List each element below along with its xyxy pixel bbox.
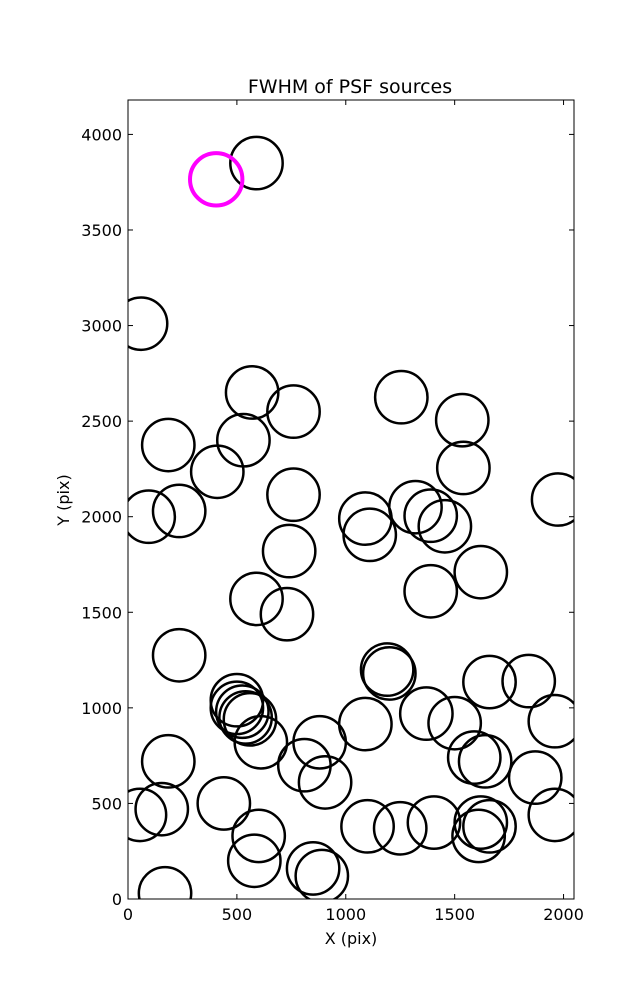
- psf-source-marker: [527, 693, 574, 749]
- psf-source-marker: [406, 795, 462, 850]
- psf-source-marker: [285, 840, 341, 896]
- psf-source-marker: [403, 488, 459, 544]
- plot-frame: [127, 99, 575, 900]
- x-tick-label: 500: [222, 905, 253, 924]
- psf-source-marker: [229, 571, 284, 627]
- psf-source-marker: [297, 754, 353, 810]
- psf-source-marker: [276, 737, 332, 793]
- psf-source-marker: [398, 686, 454, 742]
- psf-source-marker: [231, 808, 287, 864]
- psf-source-marker: [501, 653, 557, 709]
- psf-source-marker: [453, 795, 509, 850]
- y-tick-label: 2000: [81, 508, 122, 527]
- psf-source-marker: [222, 691, 278, 747]
- psf-source-marker: [229, 135, 284, 191]
- y-axis: 0 500 1000 1500 2000 2500 3000 3500 4000: [81, 125, 574, 909]
- psf-source-marker: [140, 417, 196, 473]
- x-tick-label: 2000: [543, 905, 584, 924]
- psf-source-marker: [403, 563, 459, 619]
- psf-source-marker: [417, 498, 473, 554]
- psf-source-marker: [134, 781, 190, 837]
- psf-source-marker: [215, 412, 271, 468]
- psf-source-marker: [196, 775, 252, 831]
- psf-source-marker: [337, 491, 393, 547]
- psf-source-marker: [189, 444, 245, 500]
- psf-source-marker: [226, 833, 282, 889]
- psf-source-marker: [259, 586, 315, 642]
- psf-source-marker: [451, 808, 507, 864]
- psf-source-marker: [446, 730, 502, 785]
- plot-area: [128, 135, 574, 899]
- psf-source-marker: [427, 695, 483, 751]
- psf-source-marker: [359, 642, 415, 698]
- psf-source-marker: [373, 369, 429, 425]
- psf-source-marker: [527, 787, 574, 843]
- y-tick-label: 3000: [81, 317, 122, 336]
- y-axis-label: Y (pix): [54, 474, 73, 526]
- x-tick-label: 1500: [434, 905, 475, 924]
- x-axis: 0 500 1000 1500 2000: [123, 100, 584, 924]
- psf-source-marker: [266, 467, 321, 523]
- psf-source-marker: [434, 392, 490, 448]
- psf-source-marker: [151, 483, 207, 539]
- psf-source-marker: [361, 646, 417, 701]
- psf-source-marker: [224, 365, 280, 420]
- x-tick-label: 0: [123, 905, 133, 924]
- psf-source-marker: [128, 489, 177, 545]
- y-tick-label: 2500: [81, 412, 122, 431]
- y-tick-label: 1000: [81, 699, 122, 718]
- psf-source-marker: [140, 733, 196, 789]
- psf-source-marker: [214, 684, 270, 740]
- psf-source-marker: [388, 479, 443, 535]
- psf-source-marker: [340, 798, 395, 854]
- psf-source-marker: [128, 296, 169, 352]
- psf-source-marker: [530, 472, 574, 527]
- highlighted-source-marker: [188, 151, 245, 208]
- psf-source-marker: [462, 654, 517, 710]
- psf-source-marker: [261, 523, 317, 579]
- x-axis-label: X (pix): [325, 929, 378, 948]
- psf-source-marker: [266, 384, 321, 440]
- psf-source-marker: [342, 507, 398, 563]
- psf-source-marker: [151, 627, 207, 683]
- psf-source-marker: [128, 787, 168, 843]
- psf-source-marker: [457, 733, 513, 789]
- y-tick-label: 3500: [81, 221, 122, 240]
- y-tick-label: 1500: [81, 603, 122, 622]
- psf-source-marker: [294, 848, 350, 899]
- psf-source-marker: [462, 798, 517, 854]
- psf-source-marker: [137, 865, 193, 899]
- psf-source-marker: [233, 714, 289, 770]
- y-tick-label: 0: [112, 890, 122, 909]
- psf-source-marker: [507, 750, 563, 806]
- y-tick-label: 4000: [81, 125, 122, 144]
- chart-title: FWHM of PSF sources: [248, 76, 452, 98]
- psf-source-marker: [453, 544, 509, 600]
- psf-source-marker: [435, 440, 491, 496]
- psf-source-marker: [372, 800, 428, 856]
- y-tick-label: 500: [91, 794, 122, 813]
- x-tick-label: 1000: [325, 905, 366, 924]
